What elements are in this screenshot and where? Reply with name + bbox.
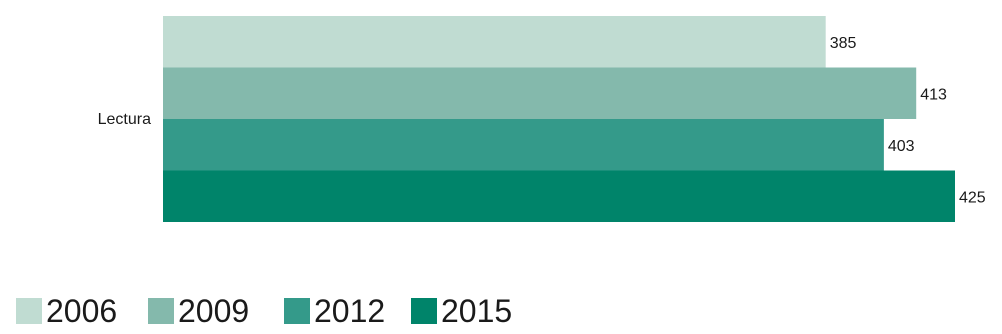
legend-label-2012: 2012: [314, 293, 385, 329]
legend-label-2006: 2006: [46, 293, 117, 329]
bar-2006: [163, 16, 826, 68]
category-label: Lectura: [98, 111, 151, 128]
bar-2009: [163, 67, 917, 119]
bar-2012: [163, 119, 884, 171]
value-label-2009: 413: [920, 86, 947, 103]
legend-label-2009: 2009: [178, 293, 249, 329]
legend-label-2015: 2015: [441, 293, 512, 329]
value-label-2012: 403: [888, 138, 915, 155]
value-label-2006: 385: [830, 35, 857, 52]
legend-swatch-2015: [411, 298, 437, 324]
legend-swatch-2012: [284, 298, 310, 324]
bar-2015: [163, 170, 955, 222]
value-label-2015: 425: [959, 189, 986, 206]
legend-swatch-2009: [148, 298, 174, 324]
legend-swatch-2006: [16, 298, 42, 324]
